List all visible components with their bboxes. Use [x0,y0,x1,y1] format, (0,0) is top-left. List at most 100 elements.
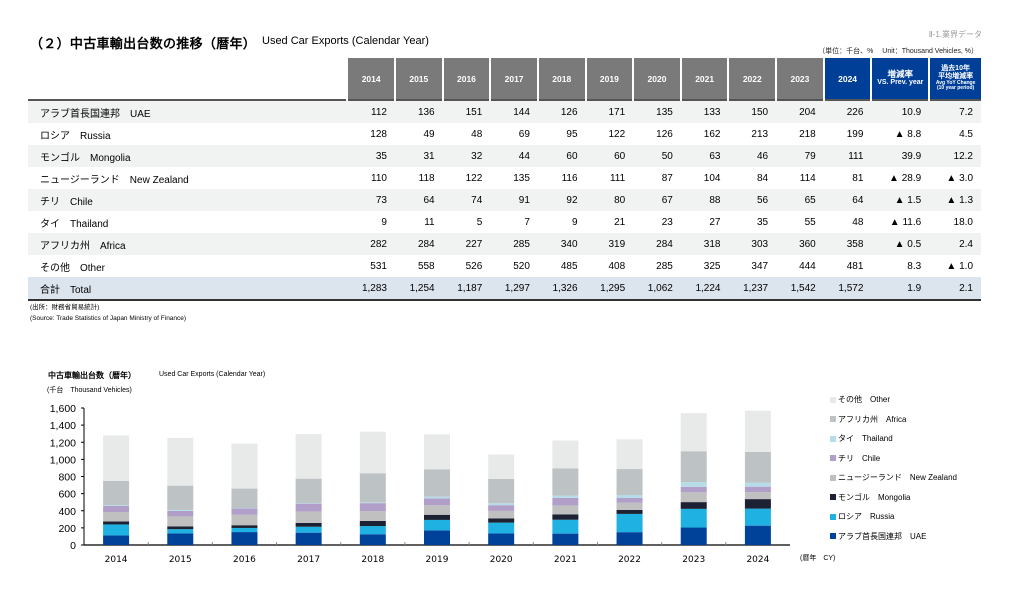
bar-segment [167,437,194,486]
bar-segment [167,533,194,545]
cell-value: 79 [776,145,824,167]
cell-value: 204 [776,100,824,123]
cell-value: 126 [633,123,681,145]
legend-item: その他 Other [830,390,957,410]
legend-label: ニュージーランド New Zealand [838,473,957,483]
legend-swatch [830,513,836,520]
x-tick-label: 2021 [554,555,577,565]
header-year: 2022 [727,58,777,100]
bar-segment [359,520,386,527]
cell-value: 111 [585,167,634,189]
bar-segment [359,431,386,474]
header-year: 2014 [346,58,395,100]
cell-value: 21 [585,211,634,233]
cell-value: 520 [490,255,538,277]
cell-value: 23 [633,211,681,233]
cell-value: 9 [537,211,586,233]
bar-segment [103,480,130,506]
y-tick-label: 400 [58,506,76,518]
bar-segment [103,521,130,525]
bar-segment [103,435,130,481]
bar-segment [744,410,771,452]
cell-value: 110 [347,167,395,189]
legend-label: チリ Chile [838,453,881,463]
cell-value: 135 [633,100,681,123]
row-label: タイ Thailand [28,211,348,233]
cell-avg: 18.0 [929,211,981,233]
cell-value: 226 [823,100,872,123]
cell-avg: 2.4 [929,233,981,255]
source-en: (Source: Trade Statistics of Japan Minis… [30,315,187,322]
bar-segment [295,522,322,527]
cell-value: 318 [680,233,729,255]
header-year: 2023 [775,58,824,100]
cell-value: 1,326 [537,277,586,300]
cell-yoy: 39.9 [871,145,930,167]
bar-segment [488,518,515,523]
cell-value: 325 [680,255,729,277]
bar-segment [167,516,194,527]
cell-value: 63 [680,145,729,167]
bar-segment [167,526,194,530]
bar-segment [616,502,643,510]
header-yoy-en: VS. Prev. year [877,79,924,87]
bar-segment [231,514,258,526]
legend-label: ロシア Russia [838,512,895,522]
cell-avg: 4.5 [929,123,981,145]
bar-segment [103,505,130,513]
cell-value: 1,542 [776,277,824,300]
cell-value: 162 [680,123,729,145]
cell-yoy: 10.9 [871,100,930,123]
bar-segment [680,502,707,509]
cell-value: 60 [537,145,586,167]
bar-segment [552,440,579,469]
bar-segment [295,532,322,545]
bar-segment [744,482,771,487]
cell-value: 340 [537,233,586,255]
bar-segment [359,473,386,503]
page-title: （２）中古車輸出台数の推移（暦年） [30,36,257,51]
cell-value: 303 [728,233,777,255]
bar-segment [680,492,707,503]
header-year: 2020 [632,58,681,100]
table-row: アラブ首長国連邦 UAE 112 136 151 144 126 171 135 133 150 2… [28,100,981,123]
legend-swatch [830,435,836,442]
bar-segment [103,535,130,545]
bar-segment [424,498,450,506]
cell-value: 1,295 [585,277,634,300]
legend-label: アラブ首長国連邦 UAE [838,531,927,541]
bar-segment [616,497,643,503]
cell-value: 95 [537,123,586,145]
cell-value: 64 [394,189,443,211]
cell-value: 73 [347,189,395,211]
cell-value: 88 [680,189,729,211]
bar-segment [167,485,194,510]
bar-segment [744,451,771,483]
bar-segment [552,519,579,534]
bar-segment [680,527,707,545]
bar-segment [552,505,579,515]
cell-value: 150 [728,100,777,123]
cell-value: 111 [823,145,872,167]
cell-value: 11 [394,211,443,233]
x-tick-label: 2017 [297,555,320,565]
bar-segment [488,505,515,511]
cell-avg: ▲ 1.0 [929,255,981,277]
x-tick-label: 2022 [618,555,641,565]
bar-segment [744,492,771,500]
legend-swatch [830,416,836,423]
chart-legend: その他 Other アフリカ州 Africa タイ Thailand チリ Chile… [830,390,957,546]
cell-value: 91 [490,189,538,211]
y-tick-label: 800 [58,472,76,484]
cell-value: 7 [490,211,538,233]
cell-value: 531 [347,255,395,277]
cell-value: 282 [347,233,395,255]
row-label: アラブ首長国連邦 UAE [28,100,348,123]
bar-segment [295,478,322,504]
cell-value: 485 [537,255,586,277]
cell-value: 1,283 [347,277,395,300]
section-tag: Ⅱ-1.業界データ [928,30,982,39]
cell-value: 171 [585,100,634,123]
y-tick-label: 1,600 [50,403,76,415]
header-avg: 過去10年 平均増減率 Avg YoY Change (10 year period) [928,58,981,100]
